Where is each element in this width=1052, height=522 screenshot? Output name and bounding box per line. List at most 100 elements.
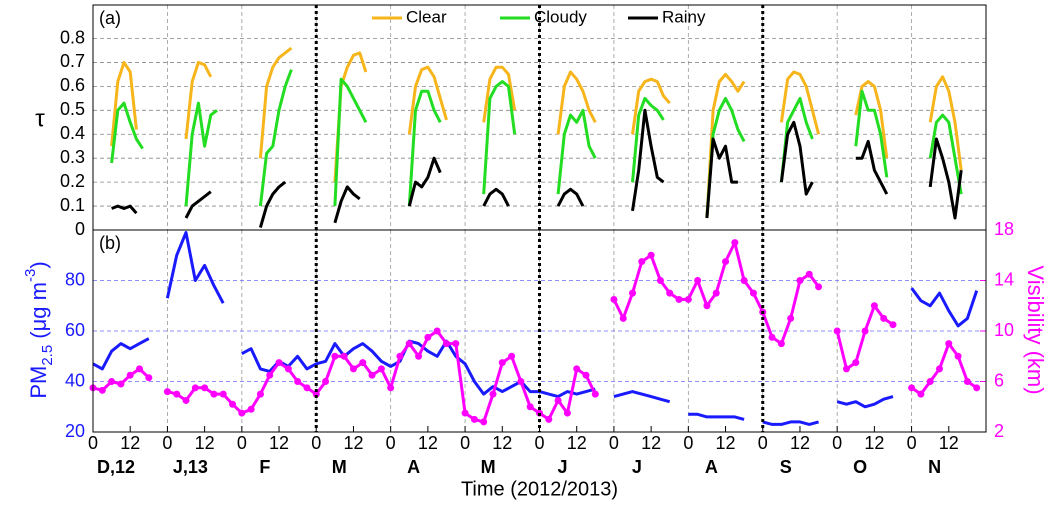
marker [545,415,553,423]
marker [973,384,981,392]
marker [852,359,860,367]
month-label: S [780,457,792,477]
marker [442,340,450,348]
marker [861,327,869,335]
series-line [110,46,963,219]
y-tick-label: 20 [65,421,85,441]
marker [173,390,181,398]
marker [926,378,934,385]
marker [554,396,562,404]
marker [703,302,711,310]
marker [415,352,423,360]
marker [303,384,311,392]
x-tick-label: 12 [939,433,959,453]
y-axis-label: τ [35,105,45,132]
series-line [111,108,963,229]
marker [377,365,385,373]
marker [387,384,395,392]
x-tick-label: 0 [311,433,321,453]
marker [694,277,702,284]
marker [163,388,171,396]
y2-tick-label: 10 [994,320,1014,340]
marker [424,333,432,341]
marker [870,302,878,310]
marker [452,340,460,348]
marker [508,352,516,360]
marker [954,352,962,360]
annotation: (a) [99,8,121,28]
marker [349,365,357,373]
y-tick-label: 0 [75,219,85,239]
y2-tick-label: 6 [994,370,1004,390]
marker [880,314,888,322]
marker [629,289,637,297]
marker [470,415,478,423]
y2-tick-label: 18 [994,219,1014,239]
marker [833,327,841,335]
x-tick-label: 0 [534,433,544,453]
marker [294,378,302,385]
x-tick-label: 0 [386,433,396,453]
x-tick-label: 12 [716,433,736,453]
y-tick-label: 80 [65,269,85,289]
month-label: J,13 [173,457,208,477]
marker [256,390,264,398]
month-label: A [705,457,718,477]
y2-axis-label: Visibility (km) [1023,265,1048,394]
marker [815,283,823,291]
marker [396,352,404,360]
y2-tick-label: 2 [994,421,1004,441]
marker [331,352,339,360]
legend-label: Cloudy [534,7,587,26]
y-tick-label: 0.5 [60,99,85,119]
marker [666,289,674,297]
x-tick-label: 0 [88,433,98,453]
marker [805,270,813,278]
month-label: N [928,457,941,477]
y-tick-label: 0.4 [60,123,85,143]
x-tick-label: 12 [195,433,215,453]
marker [368,371,376,379]
y-tick-label: 60 [65,320,85,340]
month-label: F [259,457,270,477]
marker [638,258,646,266]
marker [498,359,506,367]
x-tick-label: 12 [567,433,587,453]
month-label: J [632,457,642,477]
y-tick-label: 40 [65,370,85,390]
marker [266,371,274,379]
marker [210,390,218,398]
marker [917,390,925,398]
marker [312,390,320,398]
label-part: ) [26,261,51,268]
label-part: (μg m [26,282,51,345]
x-tick-label: 12 [120,433,140,453]
x-tick-label: 12 [790,433,810,453]
y-tick-label: 0.8 [60,27,85,47]
marker [963,378,971,385]
month-label: A [407,457,420,477]
x-axis-label: Time (2012/2013) [461,478,618,500]
month-label: M [332,457,347,477]
marker [517,378,525,385]
legend-label: Clear [406,7,447,26]
marker [787,314,795,322]
annotation: (b) [99,233,121,253]
marker [322,378,330,385]
x-tick-label: 12 [343,433,363,453]
label-part: PM [26,366,51,399]
x-tick-label: 12 [492,433,512,453]
y-axis-label: PM2.5 (μg m-3) [22,261,56,398]
marker [768,333,776,341]
series-line [110,69,963,219]
x-tick-label: 0 [758,433,768,453]
marker [117,380,125,388]
y2-tick-label: 14 [994,269,1014,289]
marker [842,365,850,373]
marker [526,403,534,411]
marker [777,340,785,348]
marker [145,374,153,382]
marker [684,295,692,303]
marker [480,418,488,426]
